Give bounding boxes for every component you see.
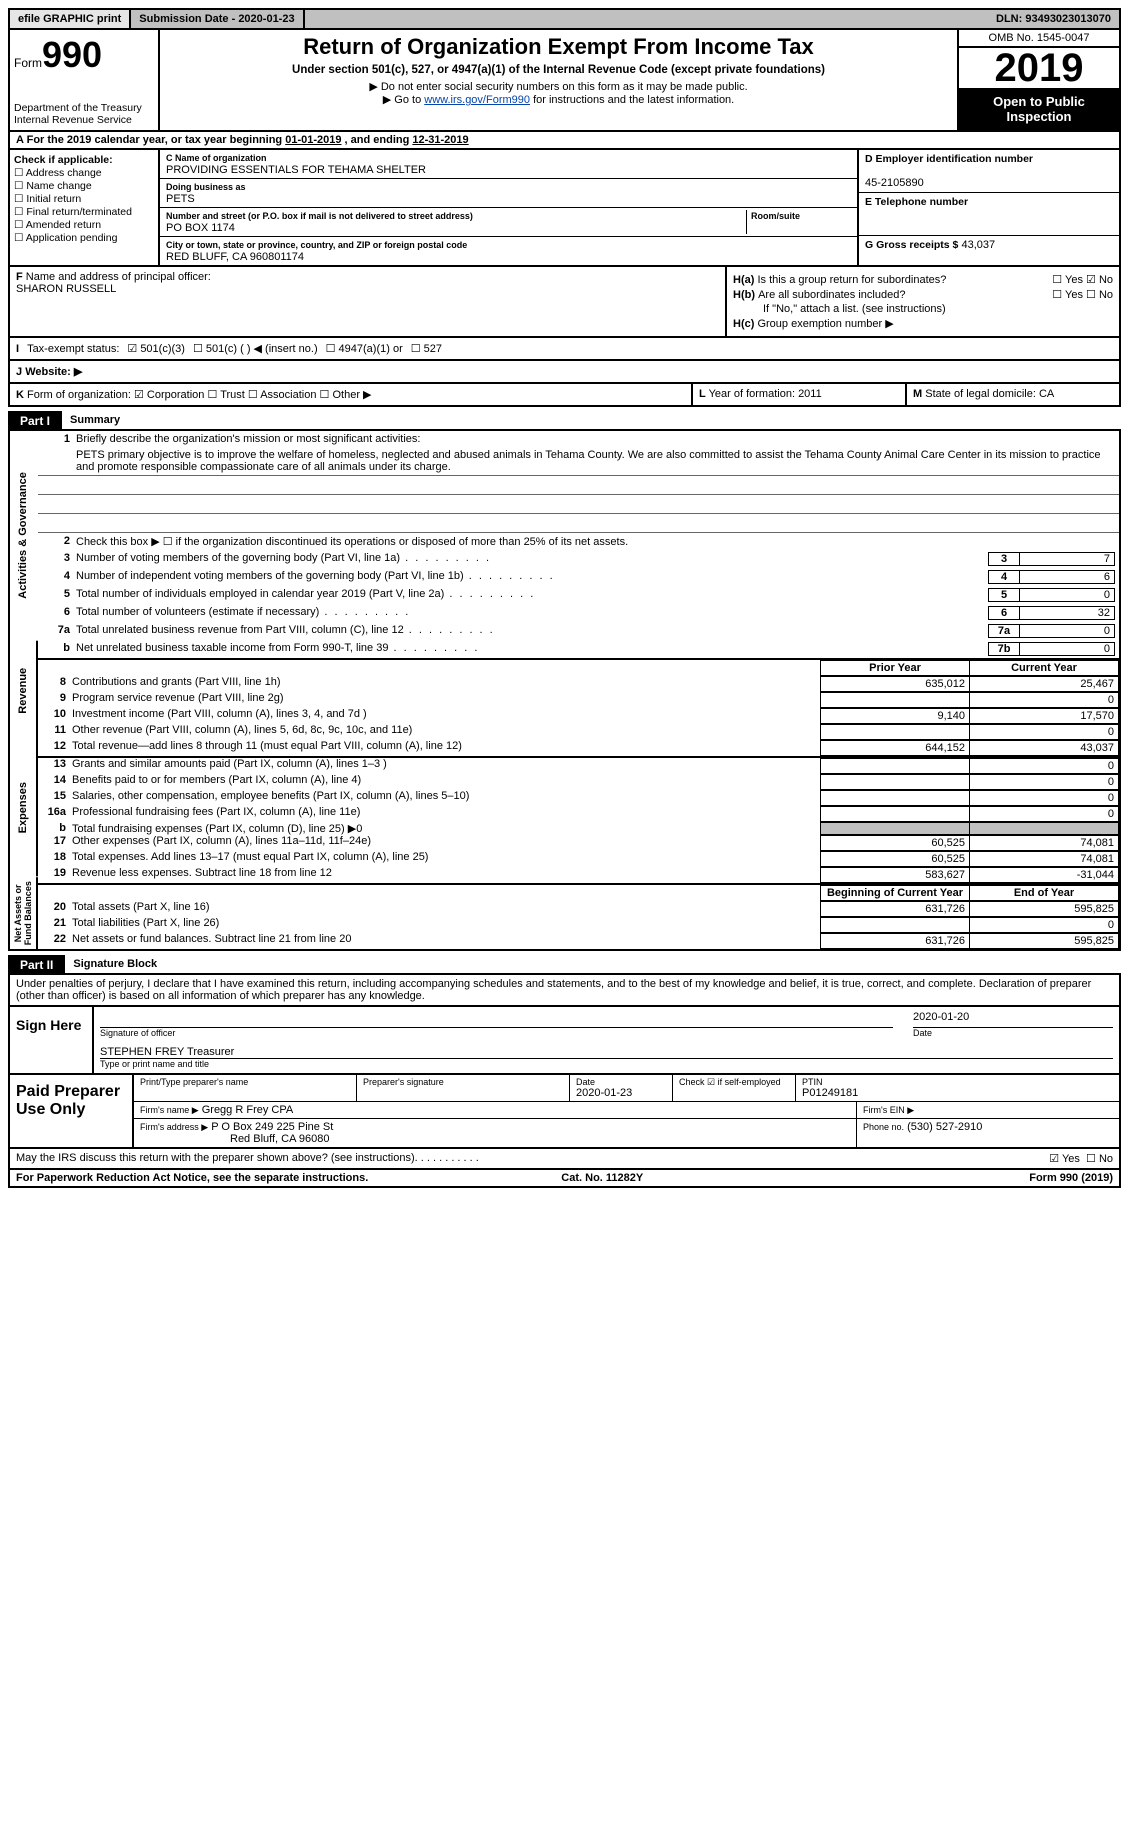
chk-address-change[interactable]: Address change <box>14 167 154 179</box>
section-governance: 1Briefly describe the organization's mis… <box>38 431 1119 660</box>
goto-note: Go to www.irs.gov/Form990 for instructio… <box>164 93 953 106</box>
form-title: Return of Organization Exempt From Incom… <box>164 34 953 60</box>
irs-link[interactable]: www.irs.gov/Form990 <box>424 94 530 106</box>
table-row: 19Revenue less expenses. Subtract line 1… <box>38 867 1119 883</box>
table-row: 9Program service revenue (Part VIII, lin… <box>38 692 1119 708</box>
open-inspection: Open to Public Inspection <box>959 88 1119 130</box>
chk-app-pending[interactable]: Application pending <box>14 232 154 244</box>
table-row: 8Contributions and grants (Part VIII, li… <box>38 676 1119 692</box>
vtab-net-assets: Net Assets or Fund Balances <box>10 877 38 949</box>
hb-yes[interactable]: Yes <box>1052 289 1083 301</box>
city-state-zip: RED BLUFF, CA 960801174 <box>166 251 304 263</box>
org-name: PROVIDING ESSENTIALS FOR TEHAMA SHELTER <box>166 164 426 176</box>
section-revenue: Prior YearCurrent Year 8Contributions an… <box>38 660 1119 758</box>
table-row: 13Grants and similar amounts paid (Part … <box>38 758 1119 774</box>
box-d-ein: D Employer identification number45-21058… <box>859 150 1119 193</box>
discuss-yes[interactable]: Yes <box>1049 1152 1080 1165</box>
identity-block: Check if applicable: Address change Name… <box>8 150 1121 267</box>
form-header: Form990 Department of the Treasury Inter… <box>8 30 1121 132</box>
box-j-website: J Website: ▶ <box>8 361 1121 384</box>
preparer-grid: Print/Type preparer's name Preparer's si… <box>134 1075 1119 1147</box>
chk-527[interactable]: 527 <box>411 342 442 355</box>
vtab-governance: Activities & Governance <box>10 431 36 641</box>
page-footer: For Paperwork Reduction Act Notice, see … <box>8 1170 1121 1188</box>
discuss-with-preparer: May the IRS discuss this return with the… <box>8 1149 1121 1170</box>
hb-note: If "No," attach a list. (see instruction… <box>733 303 1113 315</box>
signer-name: STEPHEN FREY Treasurer <box>100 1046 1113 1059</box>
ha-yes[interactable]: Yes <box>1052 274 1083 286</box>
gov-row: 6Total number of volunteers (estimate if… <box>38 604 1119 622</box>
gov-row: 5Total number of individuals employed in… <box>38 586 1119 604</box>
perjury-declaration: Under penalties of perjury, I declare th… <box>10 975 1119 1007</box>
gov-row: 7aTotal unrelated business revenue from … <box>38 622 1119 640</box>
table-row: 16aProfessional fundraising fees (Part I… <box>38 806 1119 822</box>
gov-row: bNet unrelated business taxable income f… <box>38 640 1119 658</box>
chk-amended[interactable]: Amended return <box>14 219 154 231</box>
efile-print-button[interactable]: efile GRAPHIC print <box>10 10 131 28</box>
summary-table: Activities & Governance Revenue Expenses… <box>8 431 1121 951</box>
discuss-no[interactable]: No <box>1086 1152 1113 1165</box>
mission-text: PETS primary objective is to improve the… <box>38 447 1119 476</box>
table-row: 22Net assets or fund balances. Subtract … <box>38 933 1119 949</box>
sign-here-label: Sign Here <box>10 1007 94 1073</box>
paid-preparer-label: Paid Preparer Use Only <box>10 1075 134 1147</box>
chk-name-change[interactable]: Name change <box>14 180 154 192</box>
box-f-officer: F Name and address of principal officer:… <box>10 267 727 336</box>
ssn-note: Do not enter social security numbers on … <box>164 80 953 93</box>
dln: DLN: 93493023013070 <box>988 10 1119 28</box>
dba: PETS <box>166 193 195 205</box>
box-b: Check if applicable: Address change Name… <box>10 150 160 265</box>
ha-no[interactable]: No <box>1086 274 1113 286</box>
table-row: 20Total assets (Part X, line 16)631,7265… <box>38 901 1119 917</box>
table-row: 18Total expenses. Add lines 13–17 (must … <box>38 851 1119 867</box>
tax-year: 2019 <box>959 48 1119 88</box>
chk-4947[interactable]: 4947(a)(1) or <box>326 342 403 355</box>
form-subtitle: Under section 501(c), 527, or 4947(a)(1)… <box>164 64 953 76</box>
chk-501c[interactable]: 501(c) ( ) ◀ (insert no.) <box>193 342 318 355</box>
table-row: 10Investment income (Part VIII, column (… <box>38 708 1119 724</box>
sign-date: 2020-01-20 <box>913 1011 1113 1028</box>
chk-final-return[interactable]: Final return/terminated <box>14 206 154 218</box>
part1-header: Part I Summary <box>8 411 1121 431</box>
box-c: C Name of organizationPROVIDING ESSENTIA… <box>160 150 859 265</box>
box-h: H(a) Is this a group return for subordin… <box>727 267 1119 336</box>
form-number: Form990 <box>14 34 154 76</box>
hb-no[interactable]: No <box>1086 289 1113 301</box>
gov-row: 3Number of voting members of the governi… <box>38 550 1119 568</box>
box-i-tax-status: I Tax-exempt status: 501(c)(3) 501(c) ( … <box>8 338 1121 361</box>
vtab-revenue: Revenue <box>10 641 38 741</box>
section-expenses: 13Grants and similar amounts paid (Part … <box>38 758 1119 885</box>
table-row: 15Salaries, other compensation, employee… <box>38 790 1119 806</box>
table-row: 21Total liabilities (Part X, line 26)0 <box>38 917 1119 933</box>
chk-assoc[interactable]: Association <box>248 389 317 401</box>
chk-trust[interactable]: Trust <box>207 389 244 401</box>
chk-initial-return[interactable]: Initial return <box>14 193 154 205</box>
table-row: 14Benefits paid to or for members (Part … <box>38 774 1119 790</box>
part2-header: Part II Signature Block <box>8 955 1121 975</box>
box-e-phone: E Telephone number <box>859 193 1119 236</box>
table-row: 12Total revenue—add lines 8 through 11 (… <box>38 740 1119 756</box>
section-net-assets: Beginning of Current YearEnd of Year 20T… <box>38 885 1119 949</box>
box-g-gross: G Gross receipts $ 43,037 <box>859 236 1119 254</box>
street: PO BOX 1174 <box>166 222 235 234</box>
chk-501c3[interactable]: 501(c)(3) <box>127 342 185 355</box>
chk-other[interactable]: Other ▶ <box>320 389 372 401</box>
officer-group-block: F Name and address of principal officer:… <box>8 267 1121 338</box>
submission-date: Submission Date - 2020-01-23 <box>131 10 304 28</box>
table-row: bTotal fundraising expenses (Part IX, co… <box>38 822 1119 835</box>
top-bar: efile GRAPHIC print Submission Date - 20… <box>8 8 1121 30</box>
tax-year-line: A For the 2019 calendar year, or tax yea… <box>8 132 1121 150</box>
vtab-expenses: Expenses <box>10 740 38 876</box>
box-klm: K Form of organization: Corporation Trus… <box>8 384 1121 407</box>
chk-corp[interactable]: Corporation <box>134 389 204 401</box>
signature-block: Under penalties of perjury, I declare th… <box>8 975 1121 1149</box>
table-row: 11Other revenue (Part VIII, column (A), … <box>38 724 1119 740</box>
gov-row: 4Number of independent voting members of… <box>38 568 1119 586</box>
dept-treasury: Department of the Treasury Internal Reve… <box>14 102 158 126</box>
table-row: 17Other expenses (Part IX, column (A), l… <box>38 835 1119 851</box>
